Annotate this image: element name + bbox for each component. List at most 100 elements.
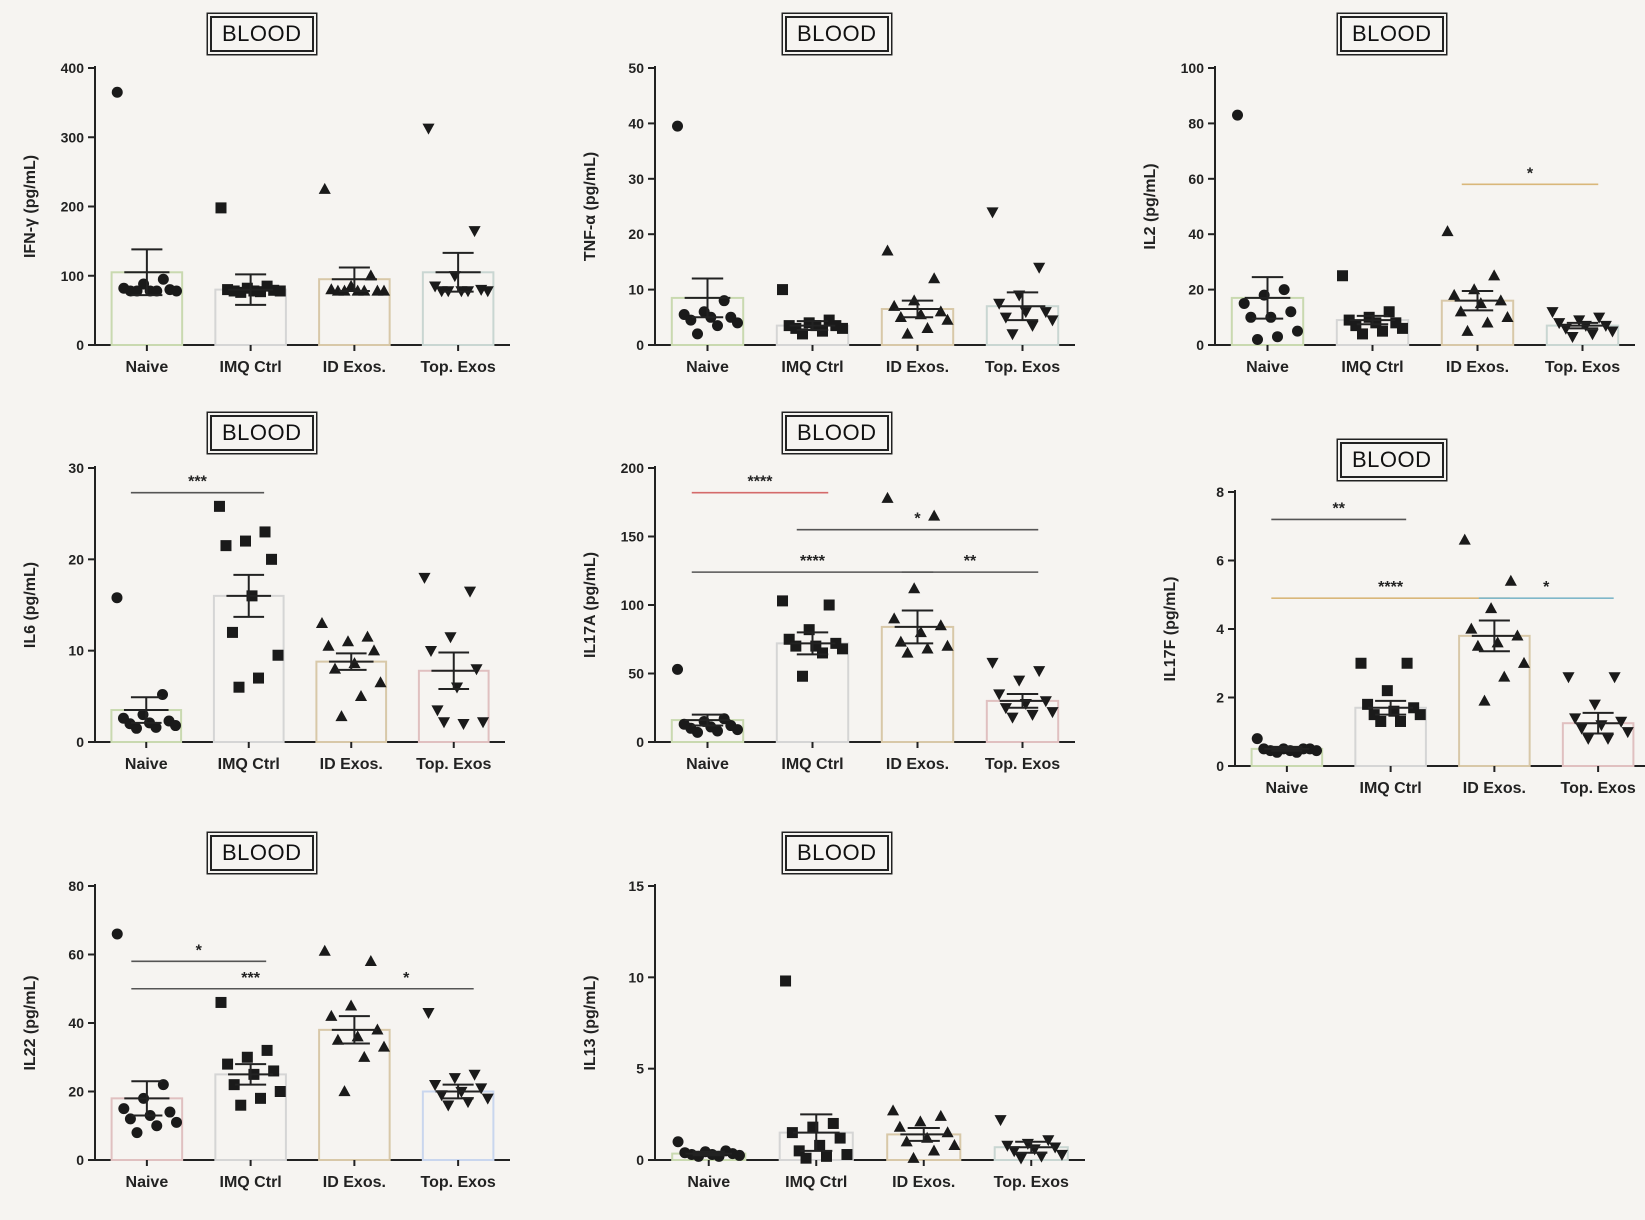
data-point	[1232, 109, 1244, 121]
data-point	[364, 955, 377, 967]
chart-svg: 0 50 100 150 200 IL17A (pg/mL) Naive IMQ Ctrl ID…	[582, 460, 1075, 773]
blood-badge: BLOOD	[210, 16, 314, 52]
data-point	[1488, 269, 1501, 281]
data-point	[1376, 325, 1388, 337]
data-point	[377, 1040, 391, 1052]
data-point	[1039, 696, 1052, 708]
y-tick-label: 0	[76, 337, 84, 353]
data-point	[448, 1073, 461, 1085]
data-point	[948, 1139, 961, 1151]
data-point	[1454, 305, 1467, 317]
y-tick-label: 100	[61, 268, 85, 284]
data-point	[1573, 315, 1586, 327]
data-point	[841, 1149, 853, 1161]
data-point	[1042, 1135, 1055, 1147]
data-point	[1291, 325, 1303, 337]
data-point	[374, 676, 387, 688]
y-tick-label: 150	[621, 529, 645, 545]
data-point	[1368, 709, 1380, 721]
y-tick-label: 60	[68, 947, 84, 963]
significance-label: ****	[1378, 579, 1404, 596]
point-group	[994, 1115, 1069, 1165]
data-point	[793, 1145, 805, 1157]
chart-svg: 0 100 200 300 400 IFN-γ (pg/mL) Naive IMQ Ctrl I…	[22, 60, 510, 376]
y-tick-label: 0	[76, 1152, 84, 1168]
data-point	[1586, 329, 1599, 341]
data-point	[457, 719, 470, 731]
y-axis-label: TNF-α (pg/mL)	[582, 152, 599, 261]
data-point	[1033, 666, 1046, 678]
data-point	[921, 642, 934, 654]
chart-svg: 0 20 40 60 80 IL22 (pg/mL) Naive IMQ Ctrl ID Exo…	[22, 878, 510, 1191]
blood-badge: BLOOD	[210, 415, 314, 451]
data-point	[325, 1009, 338, 1021]
data-point	[823, 314, 835, 326]
data-point	[1396, 322, 1408, 334]
data-point	[1485, 602, 1498, 614]
y-tick-label: 20	[68, 1084, 84, 1100]
data-point	[1546, 307, 1559, 319]
data-point	[800, 1152, 812, 1164]
data-point	[266, 553, 278, 565]
data-point	[1553, 318, 1566, 330]
data-point	[685, 314, 697, 326]
data-point	[803, 317, 815, 329]
data-point	[111, 928, 123, 940]
data-point	[475, 1083, 488, 1095]
data-point	[272, 649, 284, 661]
data-point	[1481, 316, 1494, 328]
data-point	[711, 725, 723, 737]
x-tick-label: Naive	[126, 1174, 169, 1191]
data-point	[315, 616, 329, 628]
significance-label: *	[196, 942, 203, 959]
data-point	[888, 612, 901, 624]
data-point	[435, 1090, 448, 1102]
data-point	[1593, 312, 1606, 324]
y-tick-label: 20	[628, 226, 644, 242]
chart-svg: 0 10 20 30 40 50 TNF-α (pg/mL) Naive IMQ Ctrl ID …	[582, 60, 1075, 376]
data-point	[1026, 709, 1039, 721]
data-point	[361, 630, 374, 642]
data-point	[914, 1115, 927, 1127]
data-point	[1350, 320, 1362, 332]
y-tick-label: 4	[1216, 621, 1224, 637]
data-point	[118, 1103, 130, 1115]
data-point	[1001, 1140, 1014, 1152]
data-point	[239, 535, 251, 547]
data-point	[711, 320, 723, 332]
data-point	[422, 123, 435, 135]
significance-label: ****	[800, 553, 826, 570]
data-point	[215, 202, 227, 214]
data-point	[692, 726, 704, 738]
data-point	[367, 644, 381, 656]
data-point	[928, 272, 941, 284]
data-point	[718, 295, 730, 307]
bar	[315, 660, 388, 744]
data-point	[444, 632, 457, 644]
data-point	[1251, 733, 1263, 745]
x-tick-label: Naive	[687, 1174, 730, 1191]
data-point	[901, 646, 914, 658]
significance-label: **	[1333, 500, 1346, 517]
data-point	[1013, 675, 1026, 687]
chart-svg: 0 5 10 15 IL13 (pg/mL) Naive IMQ Ctrl ID Exos. T…	[582, 878, 1085, 1191]
point-group	[777, 595, 848, 682]
data-point	[797, 670, 809, 682]
data-point	[999, 312, 1012, 324]
blood-badge: BLOOD	[1340, 442, 1444, 478]
data-point	[157, 273, 169, 285]
blood-badge: BLOOD	[210, 835, 314, 871]
y-tick-label: 2	[1216, 690, 1224, 706]
significance-label: ****	[748, 474, 774, 491]
data-point	[228, 285, 240, 297]
data-point	[338, 1085, 351, 1097]
data-point	[1252, 333, 1264, 345]
chart-panel: 0 10 20 30 40 50 TNF-α (pg/mL) Naive IMQ Ctrl ID …	[560, 0, 1105, 405]
data-point	[470, 664, 483, 676]
data-point	[1588, 699, 1601, 711]
data-point	[1381, 685, 1393, 697]
data-point	[881, 491, 894, 503]
data-point	[783, 633, 795, 645]
y-tick-label: 60	[1188, 171, 1204, 187]
data-point	[171, 1116, 183, 1128]
